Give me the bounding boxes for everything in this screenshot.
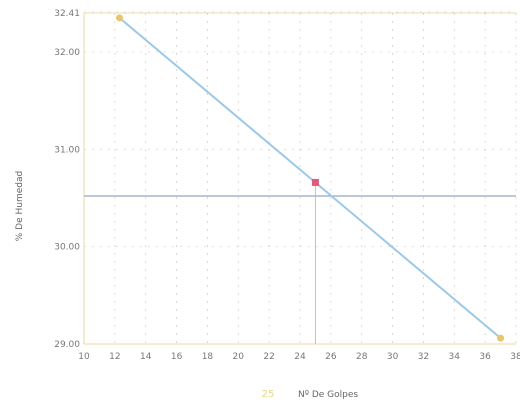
x-tick-label: 18 xyxy=(202,352,214,362)
x-axis-title: Nº De Golpes xyxy=(298,390,358,400)
legend-symbol: 25 xyxy=(262,389,275,400)
x-tick-label: 30 xyxy=(387,352,399,362)
y-tick-label: 32.00 xyxy=(54,48,80,58)
y-tick-label: 29.00 xyxy=(54,340,80,350)
grid xyxy=(83,11,517,345)
y-tick-label: 31.00 xyxy=(54,145,80,155)
y-tick-labels: 29.00 30.00 31.00 32.00 32.41 xyxy=(54,9,80,350)
x-tick-label: 10 xyxy=(78,352,90,362)
x-tick-label: 12 xyxy=(109,352,120,362)
x-tick-label: 26 xyxy=(325,352,337,362)
data-point xyxy=(311,178,319,186)
y-tick-label: 30.00 xyxy=(54,243,80,253)
x-tick-label: 34 xyxy=(449,352,461,362)
x-tick-label: 32 xyxy=(418,352,429,362)
y-tick-label: 32.41 xyxy=(54,9,80,19)
reference-lines xyxy=(84,182,516,344)
x-tick-label: 16 xyxy=(171,352,183,362)
data-points xyxy=(115,14,505,342)
trend-lines xyxy=(118,17,502,339)
x-tick-labels: 10 12 14 16 18 20 22 24 26 28 30 32 34 36 38 xyxy=(78,352,520,362)
trend-line xyxy=(118,17,502,339)
y-axis-title: % De Humedad xyxy=(15,171,25,241)
x-tick-label: 38 xyxy=(510,352,520,362)
x-tick-label: 24 xyxy=(294,352,306,362)
x-tick-label: 28 xyxy=(356,352,368,362)
data-point xyxy=(497,334,505,342)
data-point xyxy=(115,14,123,22)
x-tick-label: 14 xyxy=(140,352,152,362)
x-tick-label: 36 xyxy=(479,352,491,362)
x-tick-label: 20 xyxy=(233,352,245,362)
x-tick-label: 22 xyxy=(263,352,274,362)
